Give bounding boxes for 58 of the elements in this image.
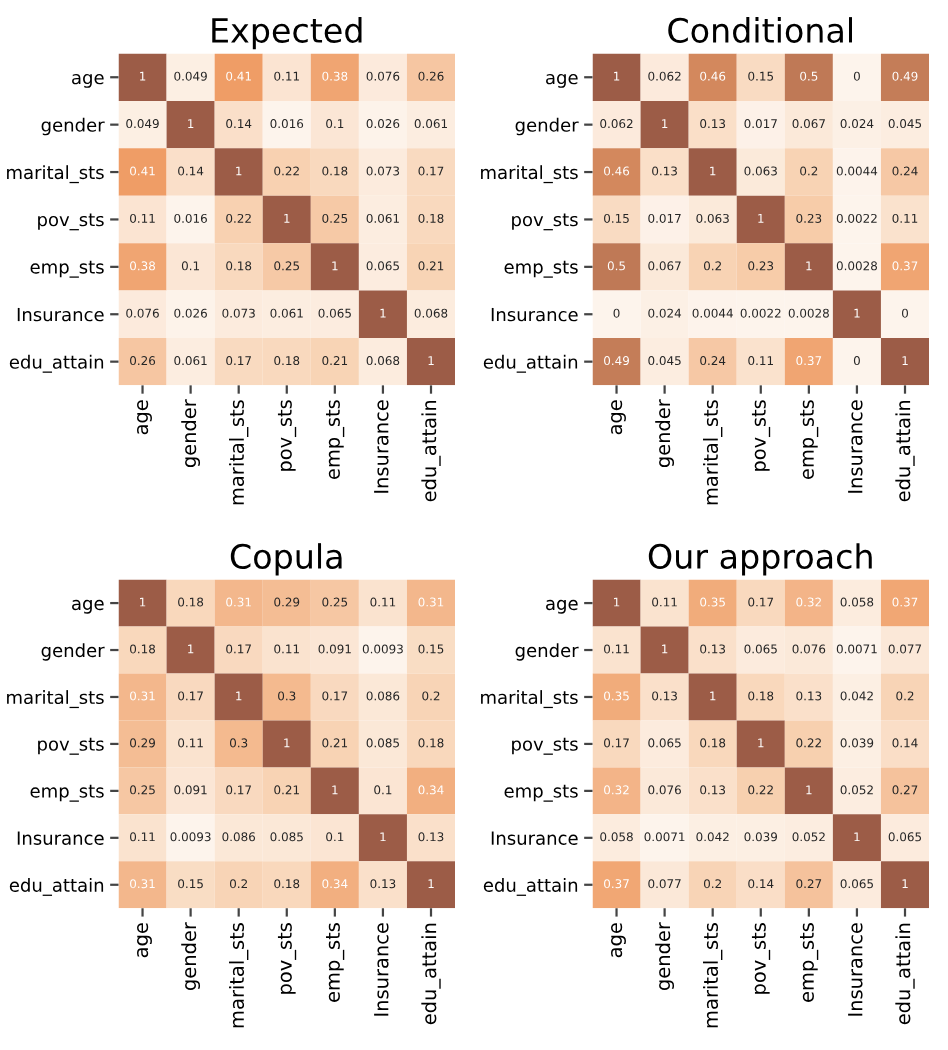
x-tick-label: Insurance xyxy=(374,923,389,1016)
y-tick-label: edu_attain xyxy=(483,877,578,896)
y-tick-label: edu_attain xyxy=(9,877,104,896)
x-tick-label: pov_sts xyxy=(277,400,297,471)
chart-title: Conditional xyxy=(668,17,853,43)
y-tick-label: emp_sts xyxy=(504,260,578,278)
chart-title: Our approach xyxy=(648,543,872,576)
x-tick-label: pov_sts xyxy=(751,400,771,471)
y-tick-label: marital_sts xyxy=(7,165,104,184)
x-tick-label: gender xyxy=(181,922,201,990)
x-tick-label: marital_sts xyxy=(229,400,249,505)
y-tick-label: age xyxy=(72,599,104,614)
x-tick-label: emp_sts xyxy=(326,923,345,1002)
y-tick-label: marital_sts xyxy=(7,690,104,709)
y-tick-label: age xyxy=(72,74,104,88)
x-tick-label: marital_sts xyxy=(703,923,723,1028)
y-tick-label: gender xyxy=(515,643,579,661)
y-tick-label: age xyxy=(546,74,578,88)
x-tick-label: Insurance xyxy=(374,400,389,493)
x-tick-label: pov_sts xyxy=(277,923,297,994)
y-tick-label: emp_sts xyxy=(30,260,104,278)
x-tick-label: Insurance xyxy=(848,400,863,493)
y-tick-label: marital_sts xyxy=(481,690,578,709)
y-tick-label: emp_sts xyxy=(30,784,104,802)
x-tick-label: edu_attain xyxy=(895,400,915,502)
x-tick-label: emp_sts xyxy=(326,400,345,480)
y-tick-label: Insurance xyxy=(491,831,578,845)
y-tick-label: pov_sts xyxy=(512,213,578,231)
y-tick-label: pov_sts xyxy=(38,737,104,755)
y-tick-label: Insurance xyxy=(17,831,104,845)
x-tick-label: Insurance xyxy=(848,923,863,1016)
y-tick-label: Insurance xyxy=(17,307,104,322)
x-tick-label: gender xyxy=(181,399,201,468)
y-tick-label: marital_sts xyxy=(481,165,578,184)
x-tick-label: emp_sts xyxy=(800,923,819,1002)
y-tick-label: gender xyxy=(41,117,105,136)
chart-title: Expected xyxy=(212,17,362,50)
x-tick-label: age xyxy=(611,400,626,435)
y-tick-label: pov_sts xyxy=(512,737,578,755)
x-tick-label: age xyxy=(137,923,152,958)
chart-title: Copula xyxy=(230,543,342,576)
x-tick-label: age xyxy=(137,400,152,435)
y-tick-label: pov_sts xyxy=(38,213,104,231)
y-tick-label: edu_attain xyxy=(483,354,578,373)
x-tick-label: gender xyxy=(655,399,675,468)
x-tick-label: emp_sts xyxy=(800,400,819,480)
x-tick-label: age xyxy=(611,923,626,958)
y-tick-label: gender xyxy=(515,117,579,136)
y-tick-label: emp_sts xyxy=(504,784,578,802)
x-tick-label: pov_sts xyxy=(751,923,771,994)
y-tick-label: gender xyxy=(41,643,105,661)
y-tick-label: age xyxy=(546,599,578,614)
x-tick-label: gender xyxy=(655,922,675,990)
y-tick-label: Insurance xyxy=(491,307,578,322)
x-tick-label: marital_sts xyxy=(703,400,723,505)
y-tick-label: edu_attain xyxy=(9,354,104,373)
x-tick-label: edu_attain xyxy=(895,923,915,1025)
x-tick-label: marital_sts xyxy=(229,923,249,1028)
